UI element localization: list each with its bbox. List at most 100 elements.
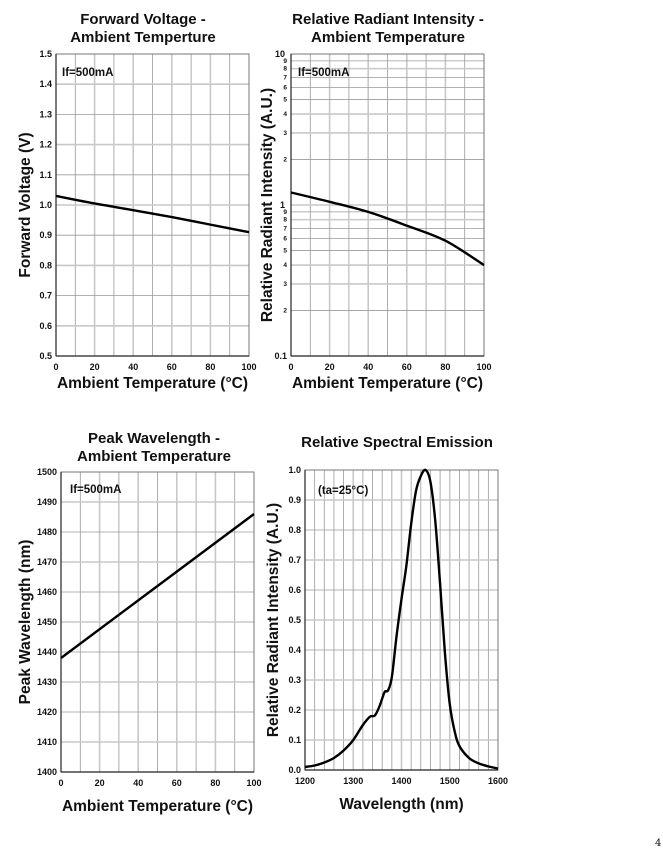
y-tick-label: 1.4 <box>39 79 52 89</box>
y-tick-label: 1490 <box>37 497 57 507</box>
y-tick-label: 5 <box>283 247 287 254</box>
y-tick-label: 1450 <box>37 617 57 627</box>
y-tick-label: 0.5 <box>39 351 52 361</box>
y-tick-label: 0.6 <box>39 321 52 331</box>
x-tick-label: 20 <box>325 362 335 372</box>
x-tick-label: 100 <box>246 778 261 788</box>
data-series-line <box>304 468 499 770</box>
x-tick-label: 20 <box>95 778 105 788</box>
y-tick-label: 1.3 <box>39 109 52 119</box>
y-tick-label: 0.9 <box>39 230 52 240</box>
x-tick-label: 1600 <box>488 776 508 786</box>
chart-4: 1200 1300 1400 1500 1600 0.0 0.1 0.2 0.3 0.4 0.5 0.… <box>265 434 508 813</box>
chart-3: 0 20 40 60 80 100 1400 1410 1420 1430 1440 1450 1460… <box>17 430 262 815</box>
x-tick-label: 1200 <box>295 776 315 786</box>
y-tick-label: 0.0 <box>288 765 301 775</box>
x-tick-label: 0 <box>58 778 63 788</box>
y-tick-label: 3 <box>283 281 287 288</box>
y-tick-label: 1 <box>280 200 285 210</box>
y-axis-label: Forward Voltage (V) <box>17 132 34 277</box>
y-axis-label: Peak Wavelength (nm) <box>17 540 34 705</box>
data-series-line <box>55 194 250 234</box>
x-tick-label: 1500 <box>440 776 460 786</box>
y-tick-label: 8 <box>283 66 287 73</box>
y-tick-label: 0.4 <box>288 645 301 655</box>
y-tick-label: 0.1 <box>274 351 287 361</box>
y-tick-label: 0.1 <box>288 735 301 745</box>
x-axis-label: Ambient Temperature (°C) <box>62 798 253 815</box>
y-tick-label: 2 <box>283 308 287 315</box>
chart-title: Ambient Temperature <box>311 29 465 46</box>
y-tick-label: 0.5 <box>288 615 301 625</box>
y-tick-label: 6 <box>283 84 287 91</box>
y-tick-label: 1470 <box>37 557 57 567</box>
y-tick-label: 0.8 <box>288 525 301 535</box>
y-tick-label: 10 <box>275 49 285 59</box>
y-tick-label: 1.1 <box>39 170 52 180</box>
y-tick-label: 1.5 <box>39 49 52 59</box>
chart-title: Relative Spectral Emission <box>301 434 493 451</box>
y-tick-label: 0.9 <box>288 495 301 505</box>
x-axis-label: Ambient Temperature (°C) <box>57 375 248 392</box>
y-tick-label: 9 <box>283 58 287 65</box>
y-tick-label: 0.2 <box>288 705 301 715</box>
y-tick-label: 1400 <box>37 767 57 777</box>
y-tick-label: 1440 <box>37 647 57 657</box>
x-axis-label: Ambient Temperature (°C) <box>292 375 483 392</box>
y-tick-label: 7 <box>283 74 287 81</box>
chart-title: Forward Voltage - <box>80 11 206 28</box>
y-tick-label: 1420 <box>37 707 57 717</box>
x-tick-label: 80 <box>205 362 215 372</box>
y-tick-label: 9 <box>283 209 287 216</box>
y-tick-label: 0.8 <box>39 260 52 270</box>
data-series-line <box>60 513 255 659</box>
y-tick-label: 1460 <box>37 587 57 597</box>
x-tick-label: 100 <box>476 362 491 372</box>
y-tick-label: 3 <box>283 130 287 137</box>
x-tick-label: 40 <box>363 362 373 372</box>
chart-title: Ambient Temperture <box>70 29 216 46</box>
y-tick-label: 0.7 <box>39 291 52 301</box>
y-tick-label: 4 <box>283 262 287 269</box>
x-tick-label: 100 <box>241 362 256 372</box>
y-tick-label: 0.6 <box>288 585 301 595</box>
y-tick-label: 2 <box>283 157 287 164</box>
page-number: 4 <box>655 838 661 849</box>
x-tick-label: 40 <box>133 778 143 788</box>
y-tick-label: 0.3 <box>288 675 301 685</box>
x-axis-label: Wavelength (nm) <box>339 796 463 813</box>
x-tick-label: 20 <box>90 362 100 372</box>
y-tick-label: 7 <box>283 225 287 232</box>
y-tick-label: 1410 <box>37 737 57 747</box>
condition-annotation: If=500mA <box>70 484 121 496</box>
y-tick-label: 1.0 <box>288 465 301 475</box>
x-tick-label: 60 <box>172 778 182 788</box>
y-tick-label: 0.7 <box>288 555 301 565</box>
chart-1: 0 20 40 60 80 100 0.5 0.6 0.7 0.8 0.9 1.0 1.1 1.2 1.3 1… <box>17 11 257 392</box>
y-tick-label: 8 <box>283 217 287 224</box>
chart-title: Relative Radiant Intensity - <box>292 11 484 28</box>
y-tick-label: 4 <box>283 111 287 118</box>
x-tick-label: 60 <box>402 362 412 372</box>
x-tick-label: 60 <box>167 362 177 372</box>
y-axis-label: Relative Radiant Intensity (A.U.) <box>259 88 276 322</box>
chart-title: Peak Wavelength - <box>88 430 220 447</box>
y-tick-label: 1480 <box>37 527 57 537</box>
x-tick-label: 0 <box>53 362 58 372</box>
chart-2: 0 20 40 60 80 1000.12345678912345678910Relati… <box>259 11 492 392</box>
condition-annotation: If=500mA <box>62 67 113 79</box>
x-tick-label: 1300 <box>343 776 363 786</box>
y-tick-label: 5 <box>283 96 287 103</box>
y-tick-label: 1500 <box>37 467 57 477</box>
condition-annotation: If=500mA <box>298 67 349 79</box>
x-tick-label: 40 <box>128 362 138 372</box>
x-tick-label: 0 <box>288 362 293 372</box>
x-tick-label: 80 <box>210 778 220 788</box>
y-axis-label: Relative Radiant Intensity (A.U.) <box>265 503 282 737</box>
x-tick-label: 1400 <box>391 776 411 786</box>
y-tick-label: 1.0 <box>39 200 52 210</box>
x-tick-label: 80 <box>440 362 450 372</box>
condition-annotation: (ta=25°C) <box>318 485 368 497</box>
y-tick-label: 6 <box>283 235 287 242</box>
